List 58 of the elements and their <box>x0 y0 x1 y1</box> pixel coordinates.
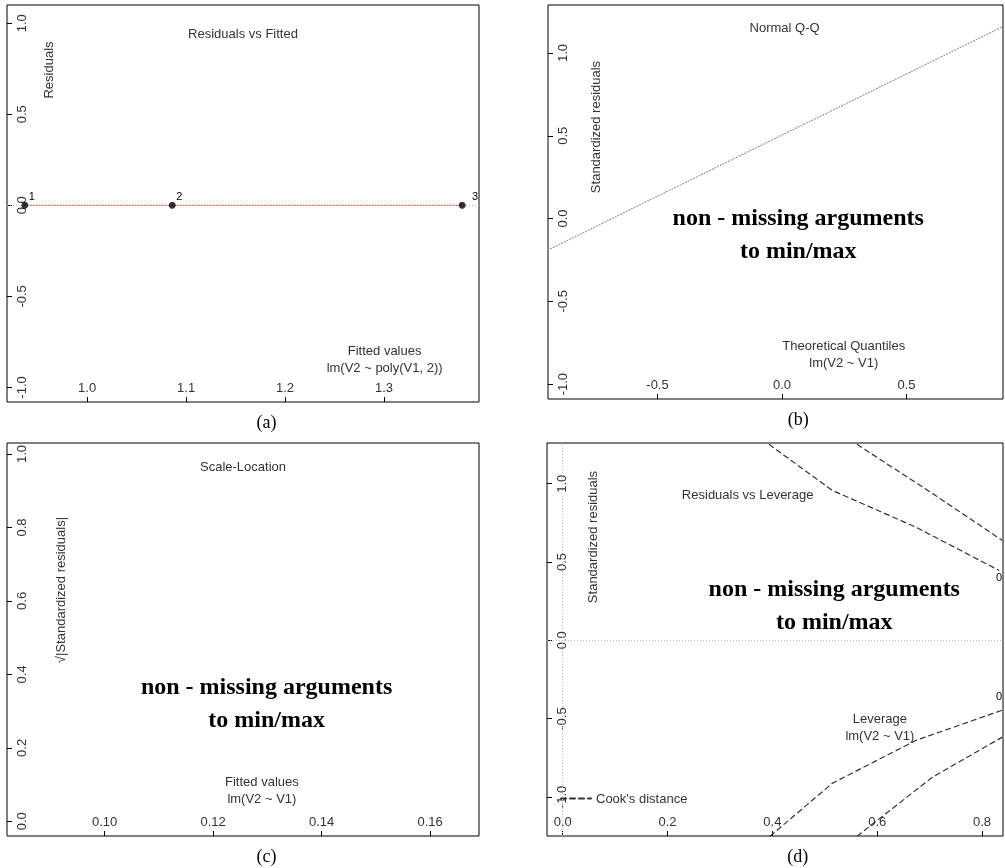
x-tick-label: 0.5 <box>897 377 916 392</box>
x-axis-title: Fitted values lm(V2 ~ V1) <box>225 774 300 806</box>
x-tick-label: -0.5 <box>646 377 669 392</box>
y-tick-label: 0.8 <box>14 518 29 537</box>
annotation: 2 <box>176 190 183 203</box>
y-tick-label: -1.0 <box>555 372 570 396</box>
y-tick-label: 0.5 <box>14 105 29 124</box>
text: (c) <box>256 846 277 867</box>
y-tick-label: 0.4 <box>14 665 29 684</box>
y-axis-title: Standardized residuals <box>587 60 603 194</box>
x-tick-label: 0.10 <box>92 814 118 829</box>
y-tick-label: 0.5 <box>554 552 569 572</box>
text: Scale-Location <box>200 458 286 474</box>
legend-label: Cook's distance <box>596 791 688 806</box>
x-tick-label: 0.4 <box>763 814 782 829</box>
y-tick-label: 0.0 <box>14 196 29 215</box>
text: (b) <box>787 409 809 430</box>
x-tick-label: 1.1 <box>177 380 196 395</box>
y-tick-label: 1.0 <box>14 444 29 464</box>
y-tick-label: 1.0 <box>14 14 29 33</box>
x-tick-label: 1.0 <box>78 380 97 395</box>
x-axis-title: Fitted values lm(V2 ~ poly(V1, 2)) <box>326 343 443 375</box>
text: Residuals vs Leverage <box>681 486 814 502</box>
y-axis-title: Residuals <box>40 40 56 99</box>
y-axis-title: Standardized residuals <box>584 470 600 604</box>
x-tick-label: 1.2 <box>276 380 295 395</box>
x-tick-label: 0.2 <box>658 814 677 829</box>
y-tick-label: 0.5 <box>555 126 570 145</box>
annotation: non - missing arguments to min/max <box>708 574 960 634</box>
y-tick-label: -0.5 <box>554 707 569 730</box>
annotation: non - missing arguments to min/max <box>140 672 393 732</box>
y-tick-label: -1.0 <box>14 376 29 399</box>
annotation: 0 <box>995 690 1002 703</box>
y-tick-label: 0.2 <box>14 738 29 757</box>
x-tick-label: 0.0 <box>772 377 792 392</box>
y-tick-label: 1.0 <box>555 43 570 63</box>
y-tick-label: 0.0 <box>555 209 570 228</box>
text: (a) <box>256 412 277 433</box>
annotation: 1 <box>28 190 35 203</box>
x-tick-label: 0.8 <box>973 814 992 829</box>
y-tick-label: -0.5 <box>555 290 570 313</box>
x-tick-label: 0.14 <box>309 814 335 829</box>
x-axis-title: Theoretical Quantiles lm(V2 ~ V1) <box>782 338 906 370</box>
x-tick-label: 1.3 <box>374 380 394 395</box>
y-axis-title: √|Standardized residuals| <box>52 516 68 664</box>
x-tick-label: 0.6 <box>868 814 887 829</box>
y-tick-label: -0.5 <box>14 285 29 308</box>
y-tick-label: 0.6 <box>14 591 29 610</box>
x-tick-label: 0.12 <box>200 814 226 829</box>
text: Residuals vs Fitted <box>188 25 298 41</box>
y-tick-label: 1.0 <box>554 474 569 493</box>
text: (d) <box>787 846 809 867</box>
annotation: non - missing arguments to min/max <box>672 204 924 264</box>
annotation: 3 <box>471 190 478 203</box>
annotation: 0 <box>995 570 1002 583</box>
x-axis-title: Leverage lm(V2 ~ V1) <box>845 711 915 743</box>
x-tick-label: 0.16 <box>417 814 443 829</box>
text: Normal Q-Q <box>749 19 820 35</box>
